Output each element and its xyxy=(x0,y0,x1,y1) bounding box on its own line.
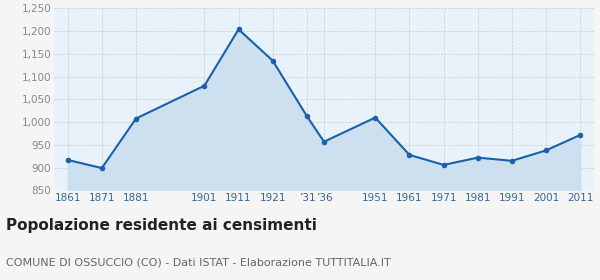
Point xyxy=(63,158,73,162)
Point xyxy=(404,153,414,157)
Point xyxy=(473,155,482,160)
Point xyxy=(234,27,244,32)
Point xyxy=(507,158,517,163)
Point xyxy=(575,133,585,137)
Point xyxy=(319,139,329,144)
Text: Popolazione residente ai censimenti: Popolazione residente ai censimenti xyxy=(6,218,317,234)
Point xyxy=(268,59,278,63)
Point xyxy=(541,148,551,153)
Point xyxy=(97,166,107,170)
Point xyxy=(370,115,380,120)
Text: COMUNE DI OSSUCCIO (CO) - Dati ISTAT - Elaborazione TUTTITALIA.IT: COMUNE DI OSSUCCIO (CO) - Dati ISTAT - E… xyxy=(6,258,391,268)
Point xyxy=(131,116,141,121)
Point xyxy=(200,83,209,88)
Point xyxy=(439,163,448,167)
Point xyxy=(302,114,312,118)
